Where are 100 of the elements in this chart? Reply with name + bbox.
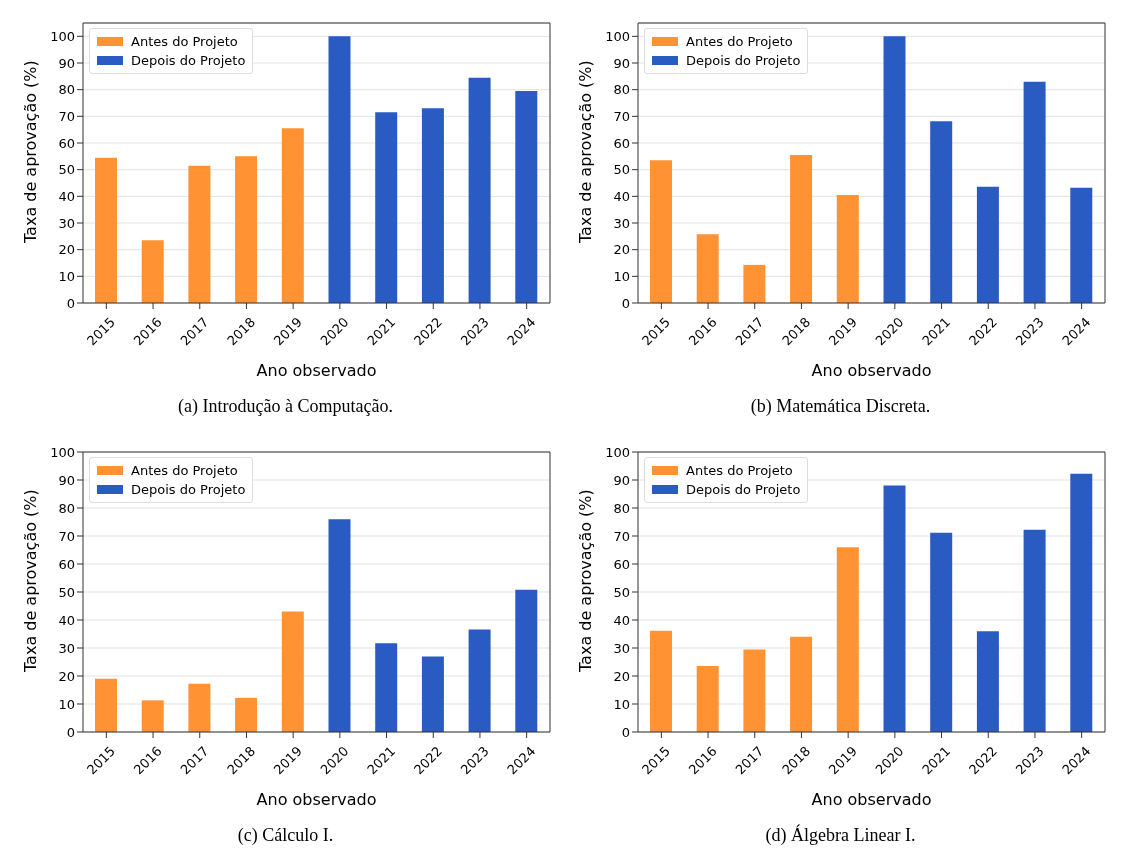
bar bbox=[281, 611, 304, 732]
bar bbox=[930, 121, 953, 303]
bar bbox=[650, 160, 672, 303]
y-tick-label: 90 bbox=[58, 472, 75, 488]
y-tick-label: 100 bbox=[50, 28, 75, 44]
bar bbox=[650, 630, 672, 732]
y-tick-label: 70 bbox=[58, 528, 75, 544]
y-tick-label: 10 bbox=[58, 268, 75, 284]
bar bbox=[141, 240, 164, 303]
legend-label: Antes do Projeto bbox=[686, 462, 793, 480]
text: (c) Cálculo I. bbox=[236, 825, 335, 846]
bar bbox=[328, 519, 351, 732]
bar bbox=[235, 697, 258, 732]
y-tick-label: 0 bbox=[621, 295, 630, 311]
y-tick-label: 70 bbox=[613, 108, 630, 124]
y-axis-title: Taxa de aprovação (%) bbox=[20, 60, 40, 244]
bar bbox=[1023, 529, 1046, 732]
y-tick-label: 20 bbox=[613, 668, 630, 684]
y-tick-label: 50 bbox=[58, 162, 75, 178]
legend-label: Depois do Projeto bbox=[686, 52, 801, 70]
text: (d) Álgebra Linear I. bbox=[764, 825, 917, 846]
bar bbox=[468, 77, 491, 303]
bar bbox=[468, 629, 491, 732]
bar bbox=[515, 91, 538, 303]
bar bbox=[743, 264, 766, 303]
y-tick-label: 80 bbox=[58, 500, 75, 516]
bar bbox=[515, 589, 538, 732]
y-tick-label: 50 bbox=[58, 584, 75, 600]
y-tick-label: 60 bbox=[58, 135, 75, 151]
y-tick-label: 30 bbox=[613, 640, 630, 656]
bar bbox=[883, 36, 906, 303]
y-tick-label: 30 bbox=[58, 640, 75, 656]
text: (b) Matemática Discreta. bbox=[749, 396, 932, 417]
y-tick-label: 60 bbox=[613, 135, 630, 151]
bar bbox=[281, 128, 304, 303]
bar bbox=[790, 636, 813, 732]
bar bbox=[1070, 473, 1093, 732]
y-tick-label: 100 bbox=[605, 28, 630, 44]
bar bbox=[328, 36, 351, 303]
y-tick-label: 60 bbox=[58, 556, 75, 572]
bar bbox=[188, 683, 211, 732]
y-tick-label: 40 bbox=[613, 188, 630, 204]
y-tick-label: 50 bbox=[613, 584, 630, 600]
y-tick-label: 0 bbox=[66, 724, 75, 740]
bar bbox=[375, 112, 398, 303]
y-tick-label: 10 bbox=[58, 696, 75, 712]
bar bbox=[188, 165, 211, 303]
y-axis-title: Taxa de aprovação (%) bbox=[575, 60, 595, 244]
legend-label: Depois do Projeto bbox=[131, 52, 246, 70]
legend-label: Antes do Projeto bbox=[131, 33, 238, 51]
x-axis-title: Ano observado bbox=[811, 361, 932, 380]
bar bbox=[883, 485, 906, 732]
x-axis-title: Ano observado bbox=[811, 790, 932, 809]
bar bbox=[95, 678, 117, 732]
x-axis-title: Ano observado bbox=[256, 361, 377, 380]
bar bbox=[930, 532, 953, 732]
y-tick-label: 40 bbox=[58, 612, 75, 628]
legend-label: Antes do Projeto bbox=[686, 33, 793, 51]
bar bbox=[421, 108, 444, 303]
y-tick-label: 40 bbox=[58, 188, 75, 204]
y-tick-label: 90 bbox=[58, 55, 75, 71]
y-tick-label: 30 bbox=[613, 215, 630, 231]
y-tick-label: 20 bbox=[58, 668, 75, 684]
y-tick-label: 80 bbox=[613, 82, 630, 98]
bar bbox=[1070, 187, 1093, 303]
bar bbox=[421, 656, 444, 732]
y-axis-title: Taxa de aprovação (%) bbox=[575, 489, 595, 673]
legend-label: Antes do Projeto bbox=[131, 462, 238, 480]
y-tick-label: 20 bbox=[613, 242, 630, 258]
y-tick-label: 90 bbox=[613, 472, 630, 488]
bar bbox=[235, 156, 258, 303]
y-tick-label: 90 bbox=[613, 55, 630, 71]
x-axis-title: Ano observado bbox=[256, 790, 377, 809]
y-axis-title: Taxa de aprovação (%) bbox=[20, 489, 40, 673]
text: (a) Introdução à Computação. bbox=[177, 396, 394, 417]
y-tick-label: 80 bbox=[613, 500, 630, 516]
bar bbox=[790, 155, 813, 303]
y-tick-label: 0 bbox=[66, 295, 75, 311]
y-tick-label: 100 bbox=[605, 444, 630, 460]
bar bbox=[836, 547, 859, 732]
y-tick-label: 70 bbox=[613, 528, 630, 544]
bar bbox=[836, 195, 859, 303]
bar bbox=[743, 649, 766, 732]
legend-label: Depois do Projeto bbox=[686, 481, 801, 499]
bar bbox=[976, 186, 999, 303]
y-tick-label: 0 bbox=[621, 724, 630, 740]
bar bbox=[141, 700, 164, 732]
y-tick-label: 10 bbox=[613, 696, 630, 712]
y-tick-label: 20 bbox=[58, 242, 75, 258]
y-tick-label: 70 bbox=[58, 108, 75, 124]
bar bbox=[375, 643, 398, 732]
y-tick-label: 10 bbox=[613, 268, 630, 284]
legend-label: Depois do Projeto bbox=[131, 481, 246, 499]
y-tick-label: 80 bbox=[58, 82, 75, 98]
y-tick-label: 40 bbox=[613, 612, 630, 628]
y-tick-label: 100 bbox=[50, 444, 75, 460]
bar bbox=[696, 665, 719, 732]
bar bbox=[1023, 81, 1046, 303]
bar bbox=[696, 234, 719, 303]
y-tick-label: 60 bbox=[613, 556, 630, 572]
